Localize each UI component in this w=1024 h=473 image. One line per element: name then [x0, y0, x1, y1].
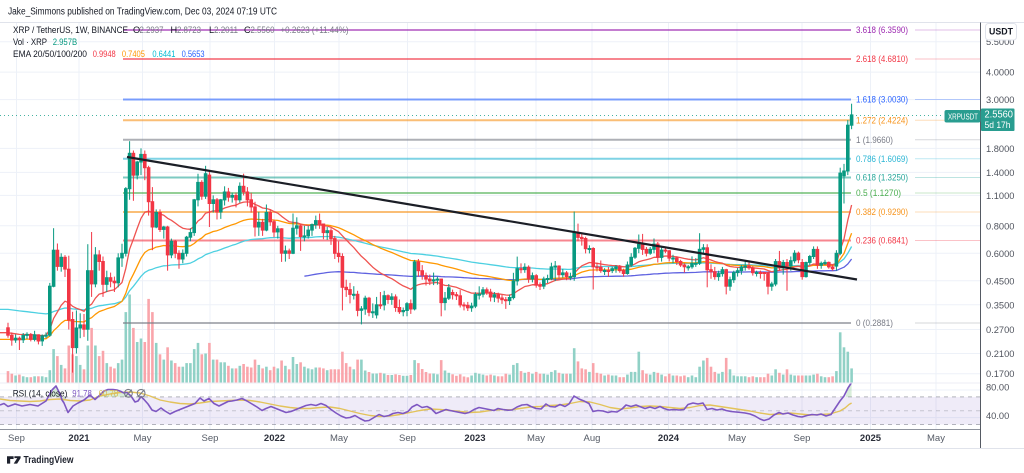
- svg-text:0.2100: 0.2100: [986, 349, 1014, 359]
- svg-text:3.618 (6.3590): 3.618 (6.3590): [856, 25, 908, 35]
- svg-text:5.5000: 5.5000: [986, 37, 1014, 47]
- svg-text:1 (1.9660): 1 (1.9660): [856, 135, 893, 145]
- svg-text:May: May: [330, 433, 348, 444]
- svg-text:TradingView: TradingView: [24, 455, 74, 466]
- svg-text:2022: 2022: [264, 433, 285, 444]
- svg-text:0.5 (1.1270): 0.5 (1.1270): [856, 188, 901, 198]
- svg-text:Sep: Sep: [8, 433, 25, 444]
- svg-text:XRPUSDT: XRPUSDT: [948, 112, 978, 121]
- svg-text:1.8000: 1.8000: [986, 144, 1014, 154]
- svg-text:0.786 (1.6069): 0.786 (1.6069): [856, 154, 908, 164]
- svg-text:1.1000: 1.1000: [986, 191, 1014, 201]
- svg-text:Sep: Sep: [794, 433, 811, 444]
- svg-text:4.0000: 4.0000: [986, 68, 1014, 78]
- svg-text:Sep: Sep: [202, 433, 219, 444]
- svg-text:1.618 (3.0030): 1.618 (3.0030): [856, 95, 908, 105]
- svg-text:USDT: USDT: [989, 27, 1014, 37]
- svg-text:0.1700: 0.1700: [986, 369, 1014, 379]
- svg-text:0.618 (1.3250): 0.618 (1.3250): [856, 173, 908, 183]
- svg-text:May: May: [728, 433, 746, 444]
- svg-text:0.2700: 0.2700: [986, 325, 1014, 335]
- svg-text:0.3500: 0.3500: [986, 300, 1014, 310]
- svg-text:May: May: [527, 433, 545, 444]
- svg-text:5d 17h: 5d 17h: [985, 120, 1011, 130]
- svg-text:0.8000: 0.8000: [986, 221, 1014, 231]
- svg-text:3.0000: 3.0000: [986, 95, 1014, 105]
- svg-text:2.5560: 2.5560: [985, 110, 1014, 121]
- svg-text:40.00: 40.00: [986, 411, 1009, 421]
- svg-text:Sep: Sep: [399, 433, 416, 444]
- svg-text:1.272 (2.4224): 1.272 (2.4224): [856, 116, 908, 126]
- svg-text:May: May: [134, 433, 152, 444]
- svg-text:0.382 (0.9290): 0.382 (0.9290): [856, 207, 908, 217]
- svg-text:0.4500: 0.4500: [986, 276, 1014, 286]
- svg-text:0 (0.2881): 0 (0.2881): [856, 318, 893, 328]
- svg-text:May: May: [927, 433, 945, 444]
- svg-text:0.236 (0.6841): 0.236 (0.6841): [856, 236, 908, 246]
- svg-text:Jake_Simmons published on Trad: Jake_Simmons published on TradingView.co…: [8, 7, 277, 18]
- svg-text:2021: 2021: [68, 433, 90, 444]
- svg-text:Aug: Aug: [584, 433, 601, 444]
- svg-text:0.6000: 0.6000: [986, 249, 1014, 259]
- svg-text:2.618 (4.6810): 2.618 (4.6810): [856, 54, 908, 64]
- svg-text:2025: 2025: [860, 433, 882, 444]
- svg-text:2024: 2024: [658, 433, 680, 444]
- svg-text:1.4000: 1.4000: [986, 168, 1014, 178]
- svg-text:2023: 2023: [464, 433, 485, 444]
- svg-text:80.00: 80.00: [986, 383, 1009, 393]
